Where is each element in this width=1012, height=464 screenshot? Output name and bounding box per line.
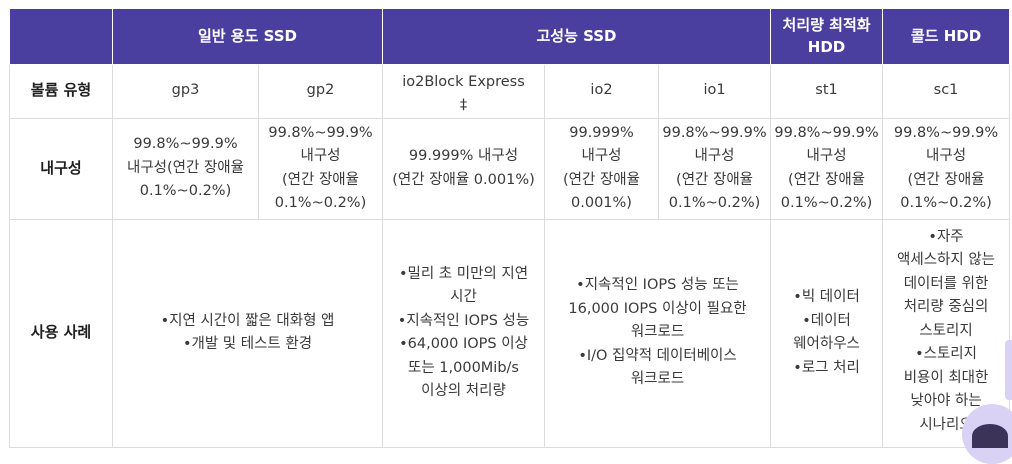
row-label-use-case: 사용 사례 bbox=[9, 218, 113, 448]
durability-io1: 99.8%~99.9% 내구성 (연간 장애율 0.1%~0.2%) bbox=[657, 117, 772, 220]
type-gp3: gp3 bbox=[112, 63, 259, 119]
usecase-io2-io1: •지속적인 IOPS 성능 또는 16,000 IOPS 이상이 필요한 워크로… bbox=[543, 218, 772, 448]
header-row: 일반 용도 SSD 고성능 SSD 처리량 최적화 HDD 콜드 HDD bbox=[9, 9, 1011, 65]
durability-sc1: 99.8%~99.9% 내구성 (연간 장애율 0.1%~0.2%) bbox=[882, 117, 1011, 220]
durability-gp2: 99.8%~99.9% 내구성 (연간 장애율 0.1%~0.2%) bbox=[258, 117, 383, 220]
durability-gp3: 99.8%~99.9% 내구성(연간 장애율 0.1%~0.2%) bbox=[112, 117, 259, 220]
side-panel-tab[interactable] bbox=[1005, 340, 1012, 400]
row-label-durability: 내구성 bbox=[9, 117, 113, 220]
type-st1: st1 bbox=[770, 63, 884, 119]
usecase-general-ssd: •지연 시간이 짧은 대화형 앱 •개발 및 테스트 환경 bbox=[112, 218, 383, 448]
header-high-performance-ssd: 고성능 SSD bbox=[381, 9, 772, 65]
type-io2-block-express: io2Block Express ‡ bbox=[382, 63, 545, 119]
type-io1: io1 bbox=[657, 63, 772, 119]
durability-io2: 99.999% 내구성 (연간 장애율 0.001%) bbox=[544, 117, 659, 220]
type-io2: io2 bbox=[544, 63, 659, 119]
ebs-volume-comparison-table: 일반 용도 SSD 고성능 SSD 처리량 최적화 HDD 콜드 HDD 볼륨 … bbox=[9, 9, 1011, 448]
usecase-io2-block-express: •밀리 초 미만의 지연 시간 •지속적인 IOPS 성능 •64,000 IO… bbox=[382, 218, 545, 448]
usecase-st1: •빅 데이터 •데이터 웨어하우스 •로그 처리 bbox=[770, 218, 884, 448]
type-sc1: sc1 bbox=[882, 63, 1011, 119]
durability-st1: 99.8%~99.9% 내구성 (연간 장애율 0.1%~0.2%) bbox=[770, 117, 884, 220]
durability-io2-block-express: 99.999% 내구성 (연간 장애율 0.001%) bbox=[382, 117, 545, 220]
durability-row: 내구성 99.8%~99.9% 내구성(연간 장애율 0.1%~0.2%) 99… bbox=[9, 117, 1011, 220]
use-case-row: 사용 사례 •지연 시간이 짧은 대화형 앱 •개발 및 테스트 환경 •밀리 … bbox=[9, 218, 1011, 448]
header-cold-hdd: 콜드 HDD bbox=[882, 9, 1011, 65]
header-corner-cell bbox=[9, 9, 113, 65]
row-label-volume-type: 볼륨 유형 bbox=[9, 63, 113, 119]
header-throughput-hdd: 처리량 최적화 HDD bbox=[770, 9, 884, 65]
type-gp2: gp2 bbox=[258, 63, 383, 119]
assistant-avatar-icon[interactable] bbox=[972, 424, 1008, 448]
volume-type-row: 볼륨 유형 gp3 gp2 io2Block Express ‡ io2 io1… bbox=[9, 63, 1011, 119]
header-general-ssd: 일반 용도 SSD bbox=[112, 9, 383, 65]
